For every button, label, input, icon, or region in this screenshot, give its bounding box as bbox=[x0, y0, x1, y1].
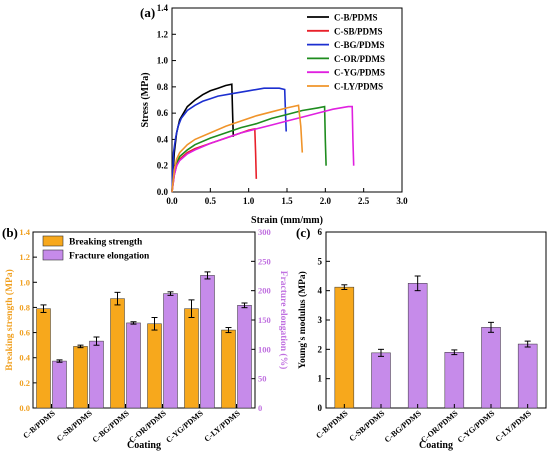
panel-a-x-tick-label: 1.0 bbox=[243, 196, 255, 206]
panel-b-label: (b) bbox=[2, 225, 18, 240]
panel-b-x-tick-label: C-BG/PDMS bbox=[91, 408, 132, 444]
panel-b-y2-tick-label: 300 bbox=[258, 227, 271, 237]
panel-b-bar-fracture-elongation bbox=[126, 322, 141, 409]
panel-a-series-line-c-bg-pdms bbox=[171, 87, 287, 193]
panel-b-y2-tick-label: 200 bbox=[258, 286, 271, 296]
panel-c-bar-youngs-modulus bbox=[407, 283, 428, 409]
panel-b-y-tick-label: 0.8 bbox=[19, 302, 30, 312]
panel-a-legend-label: C-YG/PDMS bbox=[334, 68, 385, 78]
panel-a-legend-label: C-SB/PDMS bbox=[334, 26, 383, 36]
panel-c-x-tick-label: C-B/PDMS bbox=[314, 408, 350, 440]
panel-a-x-tick-label: 0.0 bbox=[166, 196, 178, 206]
panel-b-bar-fracture-elongation bbox=[163, 293, 178, 409]
panel-b-bar-chart: (b) 0.0 0.2 0.4 0.6 0.8 1.0 1.2 1.4 0 50 100 150 200… bbox=[2, 225, 289, 451]
panel-b-legend-label: Fracture elongation bbox=[69, 252, 150, 262]
panel-a-series-line-c-ly-pdms bbox=[171, 104, 304, 193]
panel-a-y-tick-label: 0.0 bbox=[157, 187, 169, 197]
panel-b-bar-fracture-elongation bbox=[89, 340, 104, 409]
panel-b-y2-tick-label: 50 bbox=[258, 374, 267, 384]
panel-b-y-axis-label: Breaking strength (MPa) bbox=[4, 269, 15, 371]
panel-c-bar-youngs-modulus bbox=[517, 343, 538, 409]
panel-b-y-tick-label: 0.4 bbox=[19, 353, 30, 363]
panel-a-y-tick-label: 1.2 bbox=[157, 29, 169, 39]
panel-a-series-line-c-sb-pdms bbox=[171, 127, 258, 193]
panel-b-legend-label: Breaking strength bbox=[69, 238, 143, 248]
panel-a-x-tick-label: 1.5 bbox=[281, 196, 293, 206]
panel-c-x-axis-label: Coating bbox=[419, 440, 453, 451]
panel-b-bar-fracture-elongation bbox=[237, 305, 252, 409]
panel-a-x-tick-label: 0.5 bbox=[205, 196, 217, 206]
panel-a-series-line-c-or-pdms bbox=[171, 105, 327, 193]
panel-c-y-tick-label: 0 bbox=[318, 403, 323, 413]
panel-c-x-tick-label: C-LY/PDMS bbox=[494, 408, 534, 443]
panel-b-x-tick-label: C-B/PDMS bbox=[21, 408, 57, 440]
panel-a-legend-label: C-BG/PDMS bbox=[334, 40, 385, 50]
panel-b-legend-swatch bbox=[42, 235, 64, 247]
panel-a-y-tick-label: 0.6 bbox=[157, 108, 169, 118]
panel-b-y-tick-label: 0.2 bbox=[19, 378, 30, 388]
panel-b-x-tick-label: C-SB/PDMS bbox=[55, 408, 94, 443]
panel-b-bar-breaking-strength bbox=[73, 346, 88, 409]
panel-a-y-tick-label: 0.2 bbox=[157, 161, 169, 171]
panel-a-x-tick-label: 2.0 bbox=[320, 196, 332, 206]
panel-a-line-chart: (a) 0.0 0.5 1.0 1.5 2.0 2.5 3.0 0.0 0.2 0.4 0.6 0.8… bbox=[140, 3, 408, 226]
panel-a-y-tick-label: 1.0 bbox=[157, 56, 169, 66]
panel-c-y-tick-label: 1 bbox=[318, 374, 323, 384]
panel-b-x-axis-label: Coating bbox=[127, 440, 161, 451]
panel-c-bar-youngs-modulus bbox=[334, 286, 355, 409]
panel-c-y-tick-label: 6 bbox=[318, 227, 323, 237]
panel-b-y-tick-label: 1.0 bbox=[19, 277, 30, 287]
panel-b-bar-fracture-elongation bbox=[52, 360, 67, 409]
panel-c-x-tick-label: C-SB/PDMS bbox=[347, 408, 386, 443]
panel-a-x-tick-label: 3.0 bbox=[396, 196, 408, 206]
panel-b-y-tick-label: 0.6 bbox=[19, 328, 30, 338]
panel-b-y-tick-label: 1.2 bbox=[19, 252, 30, 262]
panel-a-legend-label: C-OR/PDMS bbox=[334, 54, 385, 64]
panel-c-x-tick-label: C-YG/PDMS bbox=[456, 408, 497, 444]
panel-c-y-tick-label: 5 bbox=[318, 256, 323, 266]
panel-b-x-tick-label: C-LY/PDMS bbox=[203, 408, 243, 443]
panel-a-series-line-c-yg-pdms bbox=[171, 105, 355, 193]
panel-b-y-tick-label: 0.0 bbox=[19, 403, 30, 413]
panel-c-plot-frame bbox=[325, 231, 547, 409]
panel-a-y-tick-label: 1.4 bbox=[157, 3, 169, 13]
panel-b-y2-tick-label: 250 bbox=[258, 256, 271, 266]
panel-c-label: (c) bbox=[296, 225, 310, 240]
panel-b-y2-axis-label: Fracture elongation (%) bbox=[278, 271, 289, 370]
panel-c-y-tick-label: 3 bbox=[318, 315, 323, 325]
panel-c-y-tick-label: 4 bbox=[318, 286, 323, 296]
panel-a-y-axis-label: Stress (MPa) bbox=[140, 72, 151, 127]
panel-b-y-tick-label: 1.4 bbox=[19, 227, 30, 237]
panel-b-bar-breaking-strength bbox=[221, 329, 236, 409]
panel-c-bar-youngs-modulus bbox=[481, 327, 501, 409]
panel-b-x-tick-label: C-YG/PDMS bbox=[164, 408, 205, 444]
panel-b-bar-breaking-strength bbox=[110, 298, 125, 409]
panel-c-y-tick-label: 2 bbox=[318, 344, 323, 354]
panel-c-y-axis-label: Young's modulus (MPa) bbox=[297, 271, 308, 369]
panel-a-legend-label: C-LY/PDMS bbox=[334, 82, 383, 92]
panel-b-legend-swatch bbox=[42, 249, 64, 261]
panel-b-y2-tick-label: 150 bbox=[258, 315, 271, 325]
panel-a-x-tick-label: 2.5 bbox=[358, 196, 370, 206]
panel-b-bar-breaking-strength bbox=[147, 323, 162, 409]
panel-a-y-tick-label: 0.8 bbox=[157, 82, 169, 92]
panel-c-bar-youngs-modulus bbox=[444, 352, 465, 409]
panel-c-bar-youngs-modulus bbox=[371, 352, 391, 409]
panel-b-bar-breaking-strength bbox=[36, 308, 51, 409]
panel-a-label: (a) bbox=[140, 5, 155, 20]
panel-b-y2-tick-label: 0 bbox=[258, 403, 262, 413]
panel-a-y-tick-label: 0.4 bbox=[157, 134, 169, 144]
panel-b-bar-breaking-strength bbox=[184, 308, 199, 409]
panel-a-legend-label: C-B/PDMS bbox=[334, 13, 378, 23]
panel-a-x-axis-label: Strain (mm/mm) bbox=[251, 215, 323, 226]
panel-c-x-tick-label: C-BG/PDMS bbox=[383, 408, 424, 444]
panel-b-y2-tick-label: 100 bbox=[258, 344, 271, 354]
panel-b-bar-fracture-elongation bbox=[200, 275, 215, 409]
